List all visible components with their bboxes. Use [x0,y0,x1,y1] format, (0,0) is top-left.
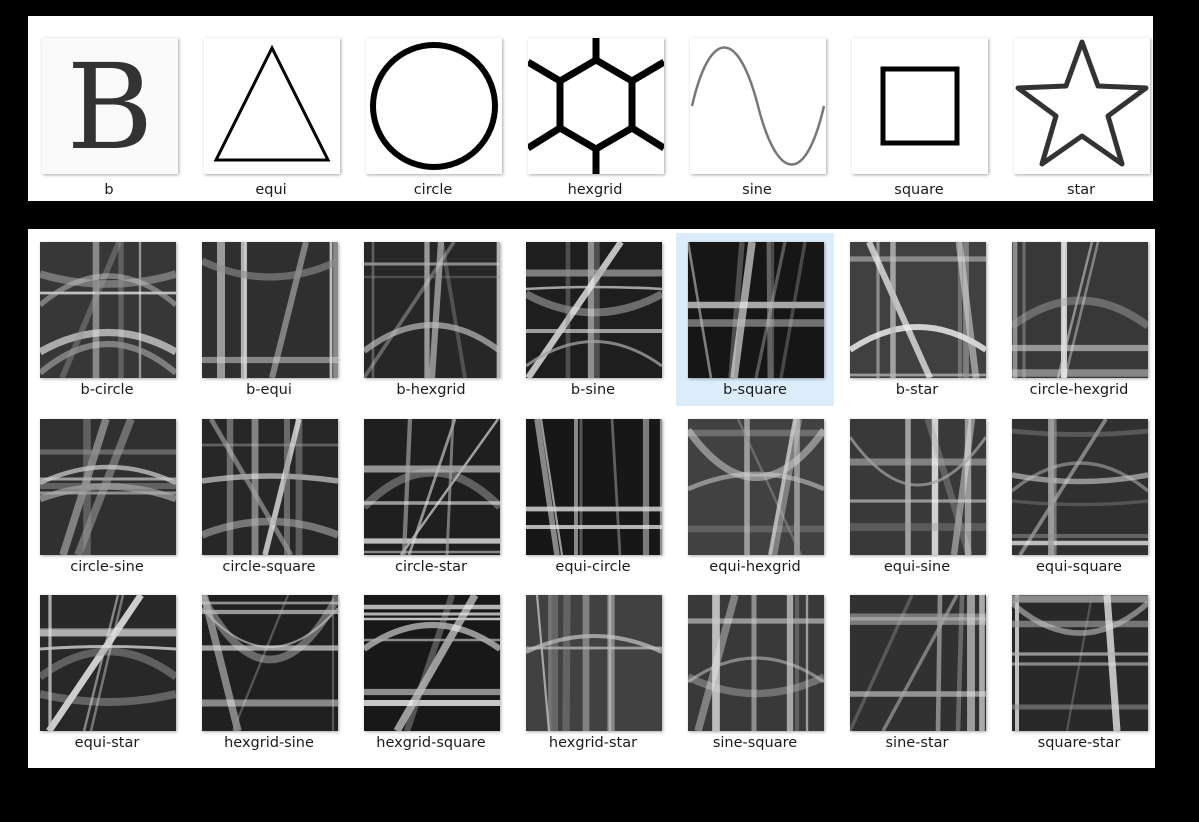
projection-thumbnail-image [526,595,662,731]
file-label: circle-sine [70,559,144,575]
file-tile-equi-hexgrid[interactable]: equi-hexgrid [676,410,834,583]
projection-thumbnail-image [1012,419,1148,555]
file-tile-square[interactable]: square [840,16,998,198]
file-tile-equi-star[interactable]: equi-star [28,586,186,759]
file-label: b-equi [246,382,292,398]
projection-thumbnail-image [364,419,500,555]
svg-text:B: B [67,38,154,174]
projection-thumbnail-image [202,595,338,731]
file-tile-b-hexgrid[interactable]: b-hexgrid [352,233,510,406]
sine-wave-icon [690,38,826,174]
file-tile-b-star[interactable]: b-star [838,233,996,406]
file-tile-circle-star[interactable]: circle-star [352,410,510,583]
file-label: hexgrid [567,182,623,198]
file-label: sine-star [885,735,949,751]
file-label: square-star [1037,735,1121,751]
file-tile-b-equi[interactable]: b-equi [190,233,348,406]
projection-thumbnail-image [850,419,986,555]
circle-icon [366,38,502,174]
combined-projections-panel: b-circle b-equi b-hexgrid b-sine b-square b-s… [28,229,1155,768]
hexgrid-icon [528,38,664,174]
file-label: equi-star [74,735,140,751]
file-tile-b[interactable]: B b [30,16,188,198]
file-tile-star[interactable]: star [1002,16,1160,198]
projection-thumbnail-image [202,419,338,555]
projection-thumbnail-image [40,242,176,378]
projection-thumbnail-image [364,595,500,731]
file-label: star [1066,182,1096,198]
file-tile-sine[interactable]: sine [678,16,836,198]
projection-thumbnail-image [40,595,176,731]
file-label: b-star [895,382,939,398]
file-label: square [894,182,944,198]
file-tile-circle[interactable]: circle [354,16,512,198]
projection-thumbnail-image [850,242,986,378]
file-tile-b-circle[interactable]: b-circle [28,233,186,406]
projection-thumbnail-image [202,242,338,378]
file-tile-circle-square[interactable]: circle-square [190,410,348,583]
file-tile-hexgrid-sine[interactable]: hexgrid-sine [190,586,348,759]
file-label: b-square [723,382,787,398]
triangle-icon [204,38,340,174]
file-tile-equi-sine[interactable]: equi-sine [838,410,996,583]
file-tile-sine-star[interactable]: sine-star [838,586,996,759]
file-label: circle-square [222,559,316,575]
file-label: b [104,182,114,198]
file-tile-hexgrid-star[interactable]: hexgrid-star [514,586,672,759]
file-tile-circle-sine[interactable]: circle-sine [28,410,186,583]
file-tile-circle-hexgrid[interactable]: circle-hexgrid [1000,233,1158,406]
projection-thumbnail-image [526,419,662,555]
file-label: circle-hexgrid [1029,382,1129,398]
file-label: equi-circle [555,559,631,575]
file-tile-equi[interactable]: equi [192,16,350,198]
projection-thumbnail-image [1012,595,1148,731]
file-tile-b-square[interactable]: b-square [676,233,834,406]
file-tile-sine-square[interactable]: sine-square [676,586,834,759]
projection-thumbnail-image [688,595,824,731]
star-icon [1014,38,1150,174]
file-label: hexgrid-star [548,735,638,751]
square-icon [852,38,988,174]
file-label: circle-star [395,559,467,575]
file-label: equi-sine [883,559,951,575]
projection-thumbnail-image [40,419,176,555]
file-label: hexgrid-sine [224,735,314,751]
projection-thumbnail-image [688,419,824,555]
file-label: equi-square [1036,559,1122,575]
file-label: sine-square [712,735,798,751]
projection-thumbnail-image [364,242,500,378]
projection-thumbnail-image [688,242,824,378]
file-label: hexgrid-square [376,735,486,751]
file-label: equi [255,182,287,198]
file-tile-equi-circle[interactable]: equi-circle [514,410,672,583]
file-label: circle [413,182,453,198]
file-tile-equi-square[interactable]: equi-square [1000,410,1158,583]
file-tile-hexgrid-square[interactable]: hexgrid-square [352,586,510,759]
projection-thumbnail-image [526,242,662,378]
file-label: b-sine [570,382,616,398]
file-label: b-circle [80,382,134,398]
projection-thumbnail-image [850,595,986,731]
source-shapes-panel: B b equi circle hexgrid [28,16,1153,201]
projection-thumbnail-image [1012,242,1148,378]
file-tile-square-star[interactable]: square-star [1000,586,1158,759]
file-tile-b-sine[interactable]: b-sine [514,233,672,406]
file-label: sine [742,182,772,198]
letter-b-icon: B [42,38,178,174]
file-label: b-hexgrid [396,382,466,398]
file-tile-hexgrid[interactable]: hexgrid [516,16,674,198]
file-label: equi-hexgrid [709,559,801,575]
